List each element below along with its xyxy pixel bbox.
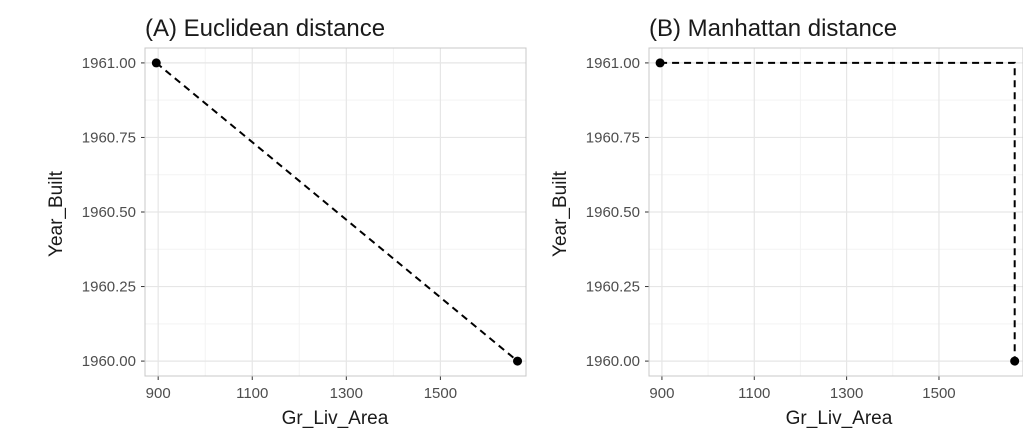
y-tick-label: 1960.25 [82,279,136,296]
y-tick-label: 1960.00 [586,353,640,370]
panel-a-euclidean: 900 1100 1300 1500 1960.00 1960.25 1960.50 1960… [46,15,527,429]
data-point-1 [151,58,161,68]
y-tick-label: 1960.75 [82,129,136,146]
chart-title: (B) Manhattan distance [649,15,897,42]
x-tick-label: 1500 [922,385,955,402]
plot-area: 900 1100 1300 1500 1960.00 1960.25 1960.50 1960… [586,47,1023,402]
x-tick-label: 1100 [236,385,268,402]
y-tick-label: 1960.75 [586,129,640,146]
plot-area: 900 1100 1300 1500 1960.00 1960.25 1960.50 1960… [82,47,527,402]
data-point-2 [513,356,523,366]
y-tick-label: 1961.00 [82,55,136,72]
y-tick-label: 1960.50 [82,204,136,221]
y-tick-label: 1960.50 [586,204,640,221]
data-point-2 [1010,356,1020,366]
manhattan-distance-path [660,61,1016,362]
x-tick-label: 1300 [330,385,363,402]
y-axis-label: Year_Built [46,170,67,257]
panel-border [144,47,527,377]
y-axis-label: Year_Built [550,170,571,257]
x-tick-label: 1500 [424,385,457,402]
panel-b-manhattan: 900 1100 1300 1500 1960.00 1960.25 1960.50 1960… [550,15,1023,429]
x-axis-label: Gr_Liv_Area [282,408,389,429]
x-tick-label: 1100 [738,385,770,402]
x-axis-label: Gr_Liv_Area [786,408,893,429]
panel-border [648,47,1023,377]
data-point-1 [655,58,665,68]
chart-title: (A) Euclidean distance [145,15,385,42]
y-tick-label: 1961.00 [586,55,640,72]
x-tick-label: 900 [649,385,674,402]
euclidean-distance-line [155,62,519,362]
x-tick-label: 900 [146,385,171,402]
y-tick-label: 1960.25 [586,279,640,296]
y-tick-label: 1960.00 [82,353,136,370]
x-tick-label: 1300 [830,385,863,402]
